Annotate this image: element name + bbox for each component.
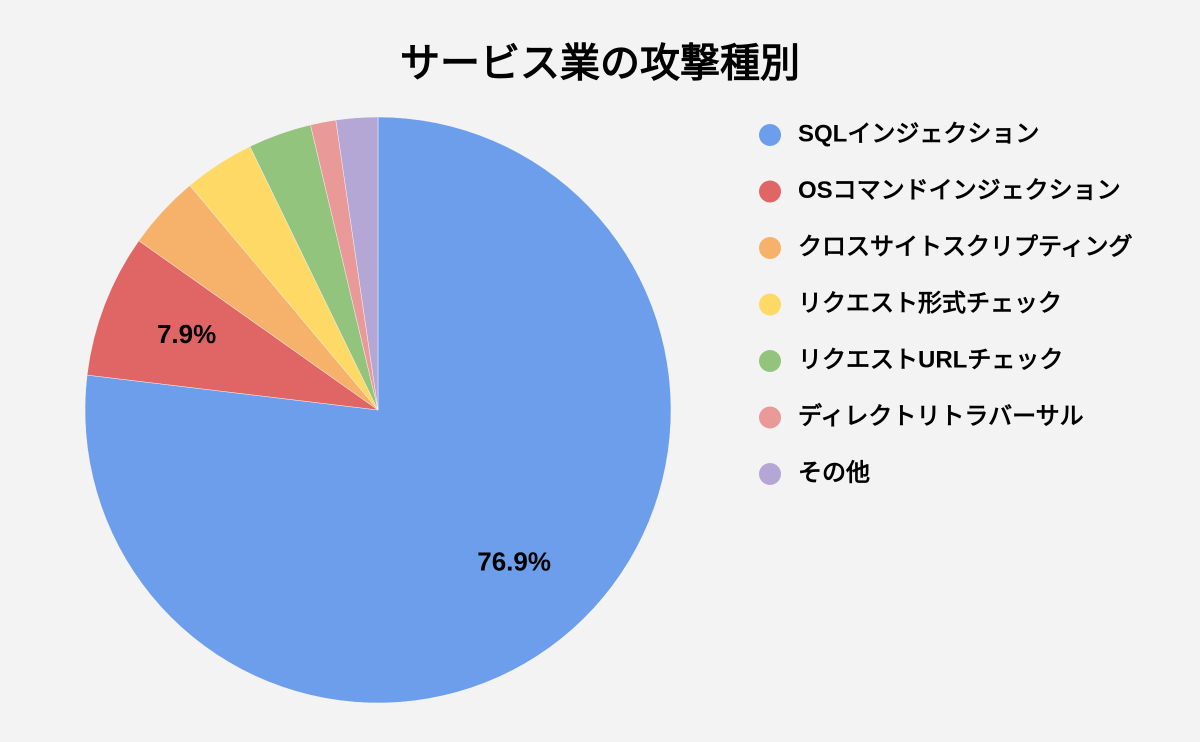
data-label: 7.9%	[157, 319, 216, 349]
legend-marker	[759, 293, 781, 316]
legend-label: OSコマンドインジェクション	[798, 177, 1121, 204]
legend-marker	[759, 237, 781, 259]
legend-marker	[759, 124, 781, 146]
legend-marker	[759, 406, 781, 429]
pie-slice	[86, 240, 379, 411]
legend-label: リクエスト形式チェック	[798, 290, 1062, 317]
pie-slice	[335, 116, 379, 411]
legend-label: その他	[798, 459, 870, 486]
legend-label: クロスサイトスクリプティング	[798, 233, 1133, 260]
legend-marker	[759, 350, 781, 372]
legend-marker	[759, 180, 781, 203]
legend-marker	[759, 463, 781, 485]
legend-label: SQLインジェクション	[798, 120, 1039, 147]
legend-label: リクエストURLチェック	[798, 346, 1063, 373]
legend-label: ディレクトリトラバーサル	[798, 402, 1084, 430]
chart-title: サービス業の攻撃種別	[400, 42, 800, 86]
data-label: 76.9%	[477, 546, 551, 576]
